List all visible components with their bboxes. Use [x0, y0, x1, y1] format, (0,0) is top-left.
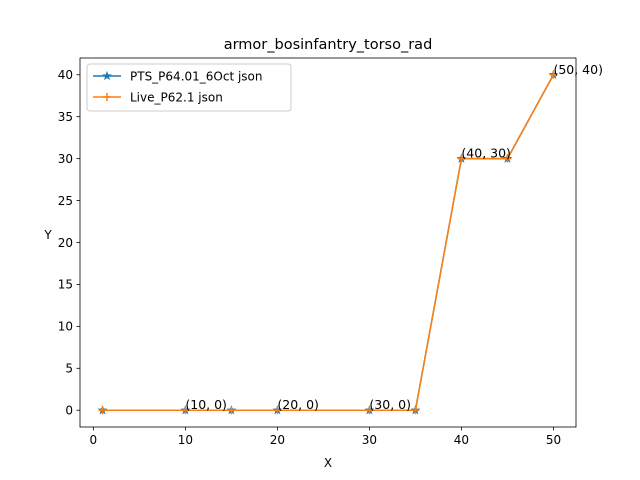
point-annotation: (30, 0)	[369, 397, 411, 412]
y-tick-label: 0	[65, 404, 73, 418]
series-2-point	[549, 70, 558, 79]
x-tick-label: 20	[270, 433, 285, 447]
x-tick-label: 10	[178, 433, 193, 447]
x-tick-label: 50	[546, 433, 561, 447]
series-2-point	[227, 406, 236, 415]
point-annotation: (10, 0)	[185, 397, 227, 412]
series-2-point	[98, 406, 107, 415]
y-tick-label: 10	[58, 320, 73, 334]
legend-label-2: Live_P62.1 json	[130, 90, 223, 104]
series-2-point	[503, 154, 512, 163]
chart-title: armor_bosinfantry_torso_rad	[224, 37, 433, 53]
y-tick-label: 25	[58, 194, 73, 208]
series-2-point	[273, 406, 282, 415]
legend-marker-1	[102, 70, 112, 81]
y-tick-label: 30	[58, 152, 73, 166]
y-axis-label: Y	[43, 228, 52, 242]
y-tick-label: 35	[58, 110, 73, 124]
point-annotation: (50, 40)	[553, 62, 603, 77]
series-2-point	[181, 406, 190, 415]
y-tick-label: 15	[58, 278, 73, 292]
y-tick-label: 5	[65, 362, 73, 376]
legend-box	[86, 63, 292, 112]
x-axis-label: X	[324, 456, 332, 470]
x-tick-label: 0	[90, 433, 98, 447]
axis-ticks: 0 10 20 30 40 50 0 5 10 15 20 25 30 35 40	[58, 68, 561, 447]
legend-marker-2	[103, 93, 111, 101]
series-2	[98, 70, 558, 415]
plot-area: (10, 0) (20, 0) (30, 0) (40, 30) (50, 40)	[79, 57, 603, 428]
series-2-point	[411, 406, 420, 415]
point-annotation: (20, 0)	[277, 397, 319, 412]
series-2-point	[457, 154, 466, 163]
x-tick-label: 40	[454, 433, 469, 447]
series-2-point	[365, 406, 374, 415]
legend-label-1: PTS_P64.01_6Oct json	[130, 69, 263, 83]
point-annotation: (40, 30)	[461, 146, 511, 161]
x-tick-label: 30	[362, 433, 377, 447]
y-tick-label: 20	[58, 236, 73, 250]
legend: PTS_P64.01_6Oct json Live_P62.1 json	[86, 63, 292, 112]
y-tick-label: 40	[58, 68, 73, 82]
